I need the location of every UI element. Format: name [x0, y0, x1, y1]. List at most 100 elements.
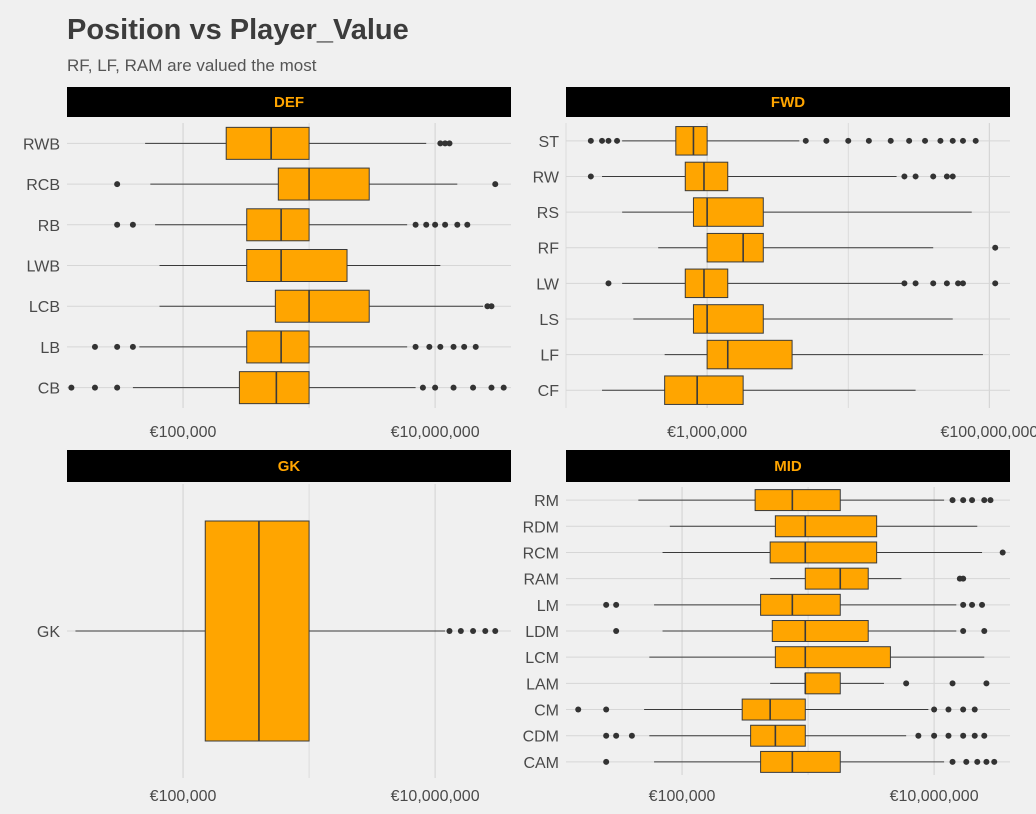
box-lf	[706, 339, 793, 370]
outlier-point	[461, 343, 468, 350]
outlier-point	[605, 137, 612, 144]
outlier-point	[979, 601, 986, 608]
outlier-point	[960, 497, 967, 504]
facet-strip-mid	[566, 450, 1010, 482]
outlier-point	[974, 758, 981, 765]
box-rb	[246, 208, 310, 242]
outlier-point	[91, 343, 98, 350]
outlier-point	[845, 137, 852, 144]
y-tick-label: LCM	[525, 650, 559, 667]
box-cdm	[750, 724, 806, 747]
box-lwb	[246, 249, 348, 282]
outlier-point	[587, 137, 594, 144]
outlier-point	[492, 181, 499, 188]
outlier-point	[931, 732, 938, 739]
outlier-point	[960, 601, 967, 608]
outlier-point	[437, 343, 444, 350]
outlier-point	[949, 497, 956, 504]
box-lm	[760, 593, 841, 616]
outlier-point	[470, 628, 477, 634]
x-tick-label: €1,000,000	[667, 424, 747, 441]
facet-strip-fwd	[566, 87, 1010, 117]
box-rw	[684, 161, 729, 192]
box-lcb	[274, 289, 370, 323]
outlier-point	[114, 384, 121, 391]
outlier-point	[981, 732, 988, 739]
box-gk	[204, 520, 310, 742]
y-tick-label: CM	[534, 703, 559, 720]
facet-label-fwd: FWD	[771, 94, 805, 111]
outlier-point	[999, 549, 1006, 556]
outlier-point	[492, 628, 499, 634]
y-tick-label: CB	[38, 381, 60, 398]
y-tick-label: RF	[538, 241, 560, 258]
y-tick-label: CDM	[523, 729, 559, 746]
box-st	[675, 126, 708, 156]
box-lb	[246, 330, 310, 364]
outlier-point	[912, 173, 919, 180]
y-tick-label: CF	[538, 383, 560, 400]
outlier-point	[488, 384, 495, 391]
outlier-point	[971, 706, 978, 713]
y-tick-label: RM	[534, 493, 559, 510]
outlier-point	[960, 575, 967, 582]
outlier-point	[930, 280, 937, 287]
outlier-point	[114, 221, 121, 228]
outlier-point	[922, 137, 929, 144]
outlier-point	[943, 280, 950, 287]
y-tick-label: LWB	[27, 259, 60, 276]
chart-subtitle: RF, LF, RAM are valued the most	[67, 56, 317, 75]
x-tick-label: €100,000,000	[940, 424, 1036, 441]
outlier-point	[464, 221, 471, 228]
y-tick-label: CAM	[523, 755, 559, 772]
y-tick-label: LB	[40, 340, 60, 357]
box-rs	[692, 197, 764, 227]
box-lam	[804, 672, 841, 695]
outlier-point	[613, 732, 620, 739]
facet-label-def: DEF	[274, 94, 304, 111]
outlier-point	[426, 343, 433, 350]
outlier-point	[605, 280, 612, 287]
outlier-point	[488, 303, 495, 310]
box-rdm	[774, 515, 878, 538]
outlier-point	[446, 140, 453, 147]
outlier-point	[906, 137, 913, 144]
outlier-point	[446, 628, 453, 634]
outlier-point	[599, 137, 606, 144]
outlier-point	[457, 628, 464, 634]
y-tick-label: LAM	[526, 676, 559, 693]
outlier-point	[603, 732, 610, 739]
y-tick-label: RW	[533, 169, 560, 186]
outlier-point	[972, 137, 979, 144]
y-tick-label: LS	[539, 312, 559, 329]
y-tick-label: RB	[38, 218, 60, 235]
box-lw	[684, 268, 729, 299]
y-tick-label: RAM	[523, 572, 559, 589]
outlier-point	[901, 280, 908, 287]
y-tick-label: GK	[37, 624, 60, 641]
outlier-point	[969, 601, 976, 608]
outlier-point	[114, 343, 121, 350]
outlier-point	[472, 343, 479, 350]
box-lcm	[774, 646, 891, 669]
y-tick-label: LW	[536, 276, 560, 293]
outlier-point	[450, 384, 457, 391]
outlier-point	[959, 137, 966, 144]
box-rf	[706, 232, 764, 263]
outlier-point	[981, 628, 988, 634]
outlier-point	[129, 221, 136, 228]
outlier-point	[575, 706, 582, 713]
outlier-point	[450, 343, 457, 350]
outlier-point	[943, 173, 950, 180]
x-tick-label: €10,000,000	[391, 788, 480, 805]
outlier-point	[437, 140, 444, 147]
outlier-point	[613, 601, 620, 608]
outlier-point	[432, 384, 439, 391]
facet-strip-gk	[67, 450, 511, 482]
x-tick-label: €100,000	[150, 424, 217, 441]
chart-title: Position vs Player_Value	[67, 14, 409, 46]
outlier-point	[945, 732, 952, 739]
box-ls	[692, 304, 764, 334]
outlier-point	[981, 497, 988, 504]
